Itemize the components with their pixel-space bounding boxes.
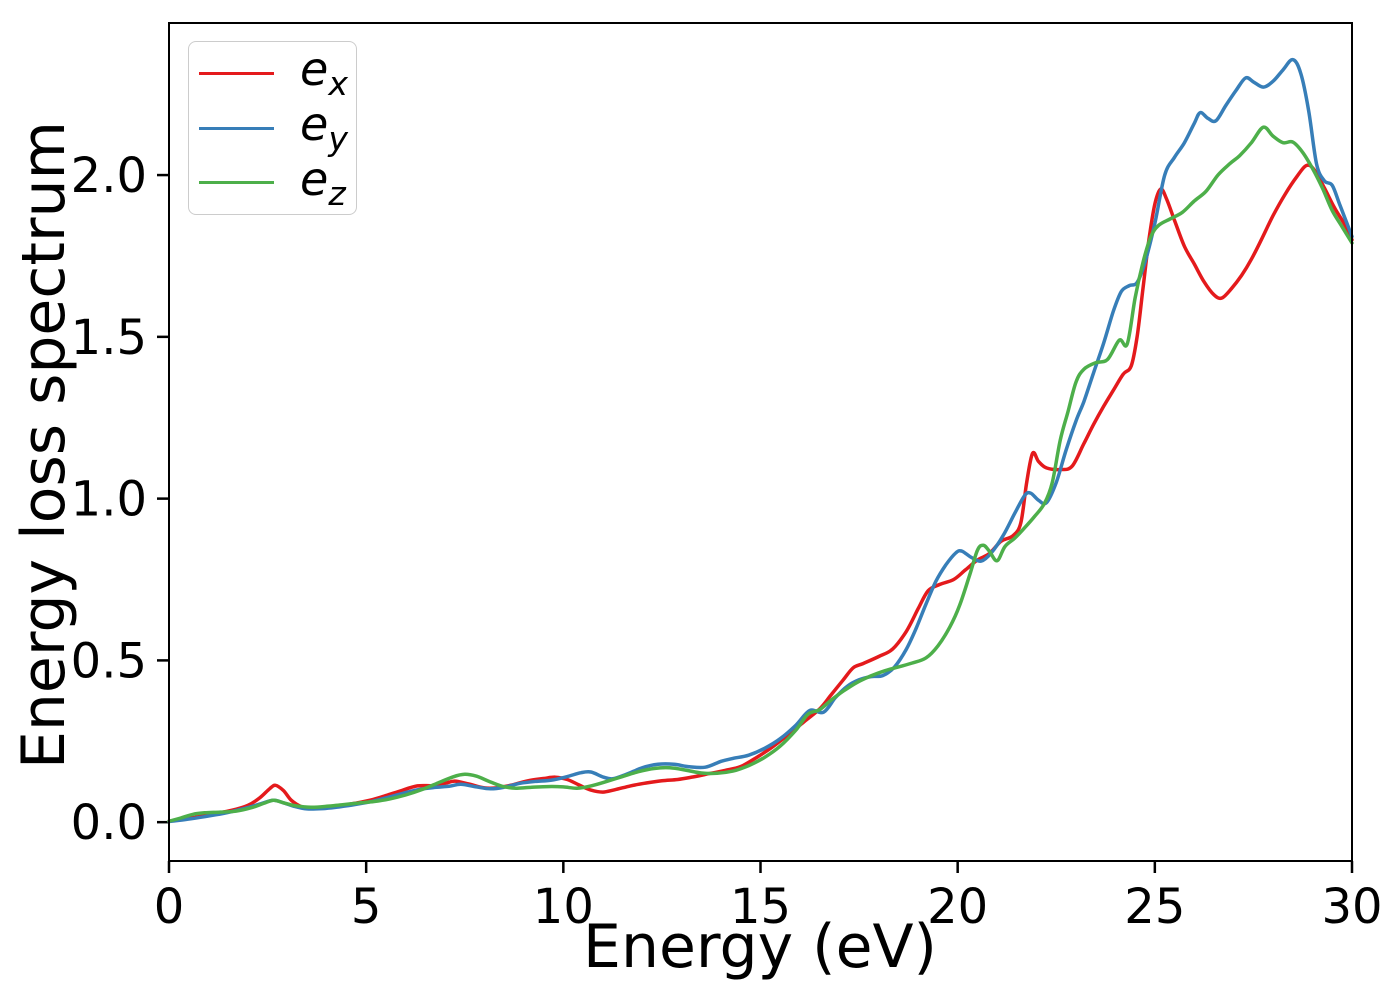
legend-label: ex xyxy=(300,42,348,104)
plot-frame xyxy=(168,22,1353,862)
y-tick-label: 2.0 xyxy=(71,148,147,204)
y-tick-label: 1.5 xyxy=(71,310,147,366)
x-tick-label: 15 xyxy=(730,879,791,935)
y-axis-label: Energy loss spectrum xyxy=(9,120,79,770)
x-tick-label: 25 xyxy=(1124,879,1185,935)
x-tick-label: 10 xyxy=(533,879,594,935)
legend-item-ez: ez xyxy=(189,155,356,210)
legend: ex ey ez xyxy=(188,41,357,215)
legend-line-swatch xyxy=(199,71,274,75)
x-tick-label: 0 xyxy=(154,879,185,935)
legend-line-swatch xyxy=(199,126,274,130)
legend-label: ey xyxy=(300,96,348,159)
y-tick-label: 1.0 xyxy=(71,472,147,528)
y-tick-label: 0.0 xyxy=(71,795,147,851)
legend-line-swatch xyxy=(199,181,274,185)
legend-item-ex: ex xyxy=(189,46,356,101)
y-tick-label: 0.5 xyxy=(71,633,147,689)
x-axis-label: Energy (eV) xyxy=(583,912,937,982)
x-tick-label: 30 xyxy=(1321,879,1382,935)
series-line-ex xyxy=(167,163,1354,823)
legend-item-ey: ey xyxy=(189,101,356,156)
legend-label: ez xyxy=(300,151,346,213)
x-tick-label: 5 xyxy=(351,879,382,935)
x-tick-label: 20 xyxy=(927,879,988,935)
series-line-ez xyxy=(167,125,1354,823)
